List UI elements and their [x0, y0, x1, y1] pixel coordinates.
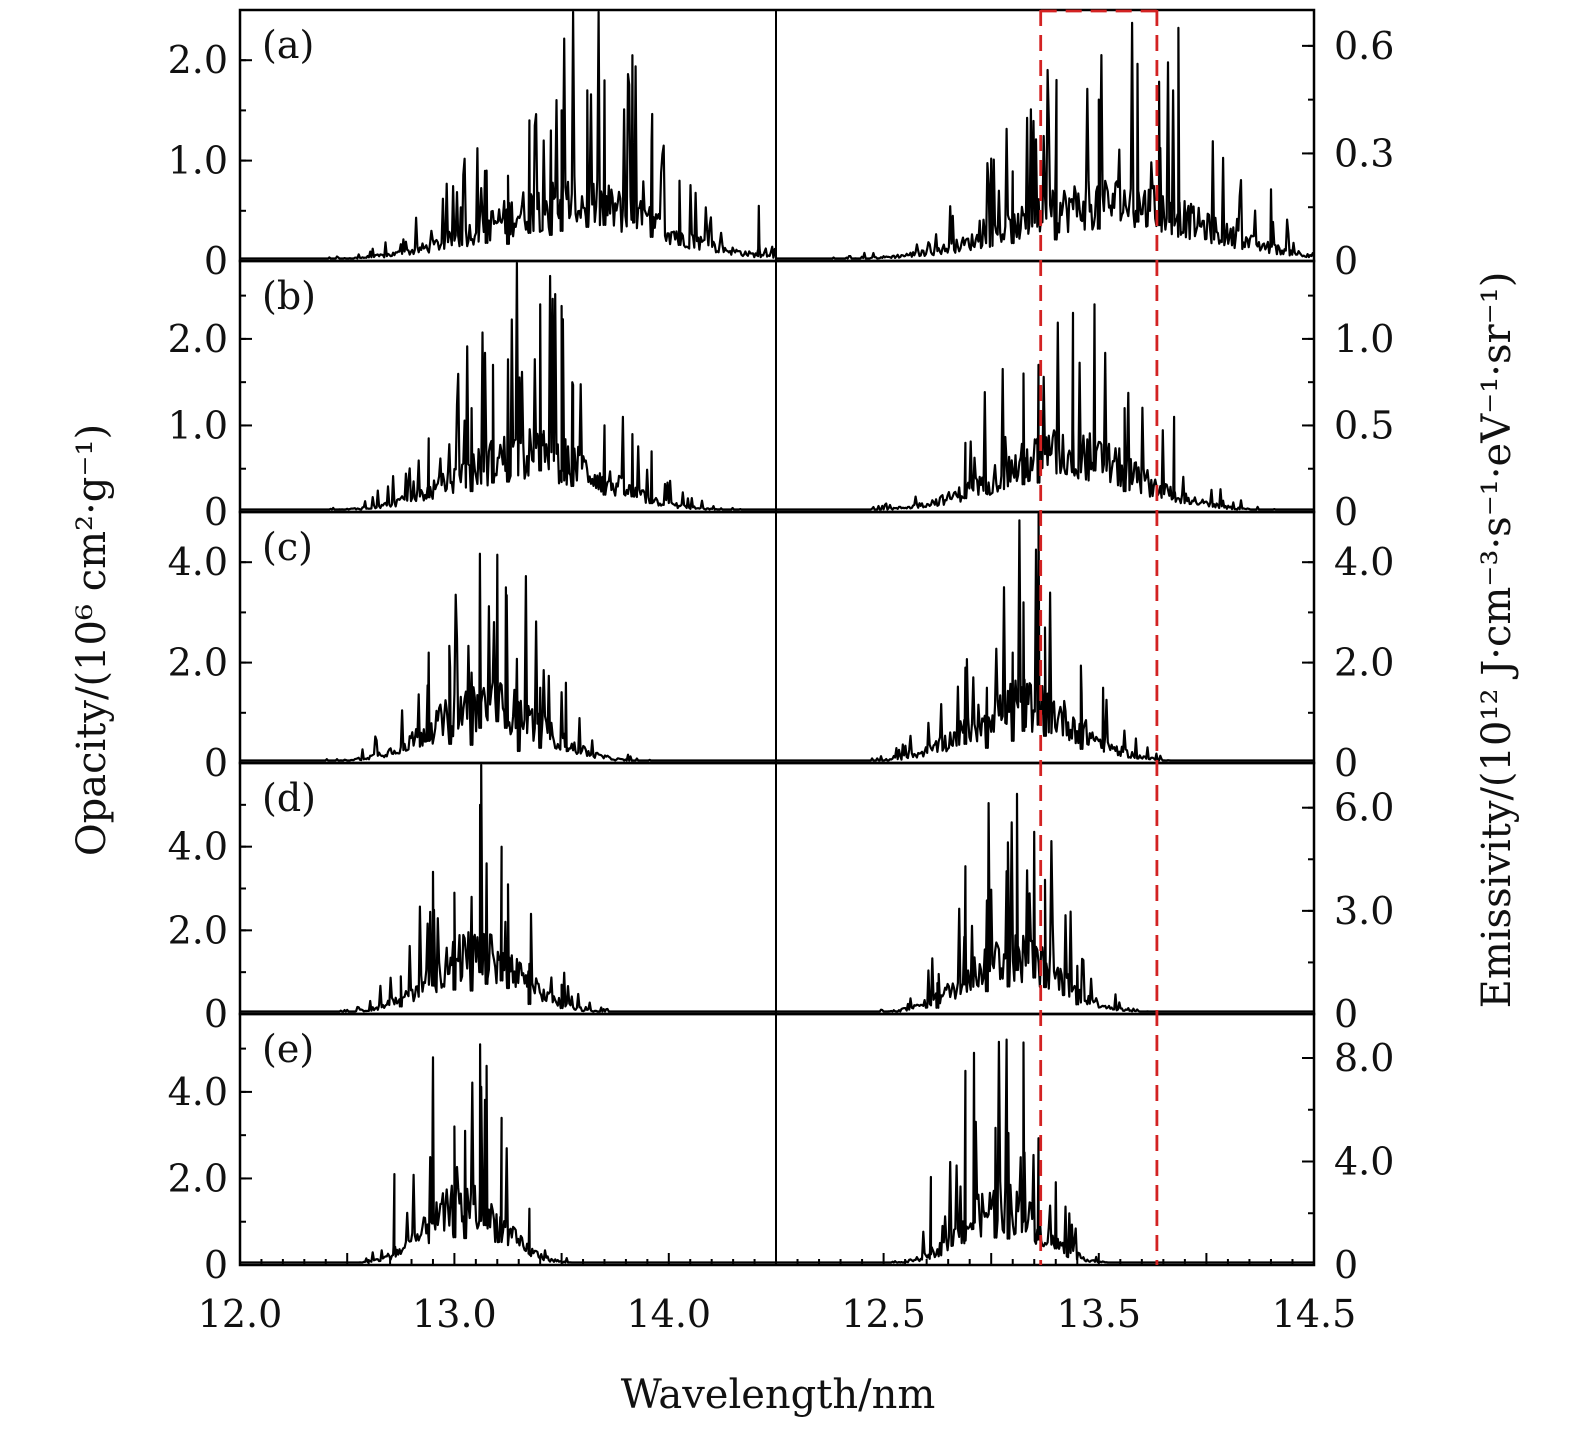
- left-x-tick-label: 12.0: [198, 1292, 283, 1336]
- plot-area: 0 1.0 2.0 0 0.3 0.6 (a) 0 1.0 2.0 0 0.5 1.0 (b) 0 2.0 4.…: [168, 8, 1394, 1336]
- panel-e-label: (e): [262, 1027, 314, 1071]
- right-x-tick-label: 14.5: [1272, 1292, 1357, 1336]
- panel-e-right-spectrum-line: [776, 1038, 1314, 1264]
- panel-e-right-y-tick-label: 4.0: [1334, 1139, 1394, 1183]
- panel-e-left-y-tick-label: 0: [204, 1243, 228, 1287]
- panel-a-left-y-tick-label: 0: [204, 239, 228, 283]
- panel-e-right-y-tick-label: 0: [1334, 1243, 1358, 1287]
- right-x-tick-label: 13.5: [1056, 1292, 1141, 1336]
- panel-d-right-y-tick-label: 6.0: [1334, 786, 1394, 830]
- panel-e-left-spectrum-line: [240, 1043, 776, 1264]
- y-axis-right-title: Emissivity/(10¹² J·cm⁻³·s⁻¹·eV⁻¹·sr⁻¹): [1474, 272, 1520, 1009]
- panel-a-left-y-tick-label: 1.0: [168, 139, 228, 183]
- panel-b-right-spectrum-line: [776, 303, 1314, 511]
- panel-c-right-spectrum-line: [776, 512, 1314, 762]
- panel-b-right-y-tick-label: 0.5: [1334, 403, 1394, 447]
- left-x-tick-label: 14.0: [626, 1292, 711, 1336]
- panel-d-left-y-tick-label: 0: [204, 992, 228, 1036]
- panel-b-right-y-tick-label: 0: [1334, 490, 1358, 534]
- panel-a-label: (a): [262, 23, 314, 67]
- panel-b-left-spectrum-line: [240, 261, 776, 511]
- panel-a-left-y-tick-label: 2.0: [168, 38, 228, 82]
- panel-d-left-y-tick-label: 2.0: [168, 908, 228, 952]
- panel-d-right-y-tick-label: 0: [1334, 992, 1358, 1036]
- panel-c-right-y-tick-label: 4.0: [1334, 540, 1394, 584]
- x-axis-title: Wavelength/nm: [621, 1372, 936, 1418]
- panel-e-left-y-tick-label: 4.0: [168, 1070, 228, 1114]
- panel-e-left-y-tick-label: 2.0: [168, 1156, 228, 1200]
- panel-a-left-spectrum-line: [240, 10, 778, 260]
- panel-c-label: (c): [262, 525, 313, 569]
- panel-a-right-y-tick-label: 0.3: [1334, 131, 1394, 175]
- panel-b-right-y-tick-label: 1.0: [1334, 317, 1394, 361]
- panel-a-right-y-tick-label: 0.6: [1334, 24, 1394, 68]
- panel-d-left-y-tick-label: 4.0: [168, 825, 228, 869]
- panel-b-left-y-tick-label: 0: [204, 490, 228, 534]
- panel-d-label: (d): [262, 776, 316, 820]
- panel-b-left-y-tick-label: 2.0: [168, 317, 228, 361]
- left-x-tick-label: 13.0: [412, 1292, 497, 1336]
- panel-d-left-spectrum-line: [240, 763, 776, 1013]
- panel-d-right-y-tick-label: 3.0: [1334, 889, 1394, 933]
- panel-c-left-y-tick-label: 2.0: [168, 641, 228, 685]
- panel-a-right-y-tick-label: 0: [1334, 239, 1358, 283]
- panel-c-left-spectrum-line: [240, 552, 776, 762]
- panel-c-left-y-tick-label: 4.0: [168, 540, 228, 584]
- panel-e-right-y-tick-label: 8.0: [1334, 1036, 1394, 1080]
- panel-d-right-spectrum-line: [776, 792, 1314, 1013]
- marker-overlay: [1039, 9, 1159, 1265]
- y-axis-left-title: Opacity/(10⁶ cm²·g⁻¹): [69, 424, 115, 856]
- right-x-tick-label: 12.5: [841, 1292, 926, 1336]
- panel-b-left-y-tick-label: 1.0: [168, 403, 228, 447]
- panel-c-right-y-tick-label: 2.0: [1334, 641, 1394, 685]
- panel-b-label: (b): [262, 274, 316, 318]
- panel-a-right-spectrum-line: [776, 21, 1316, 260]
- panel-c-right-y-tick-label: 0: [1334, 741, 1358, 785]
- panel-c-left-y-tick-label: 0: [204, 741, 228, 785]
